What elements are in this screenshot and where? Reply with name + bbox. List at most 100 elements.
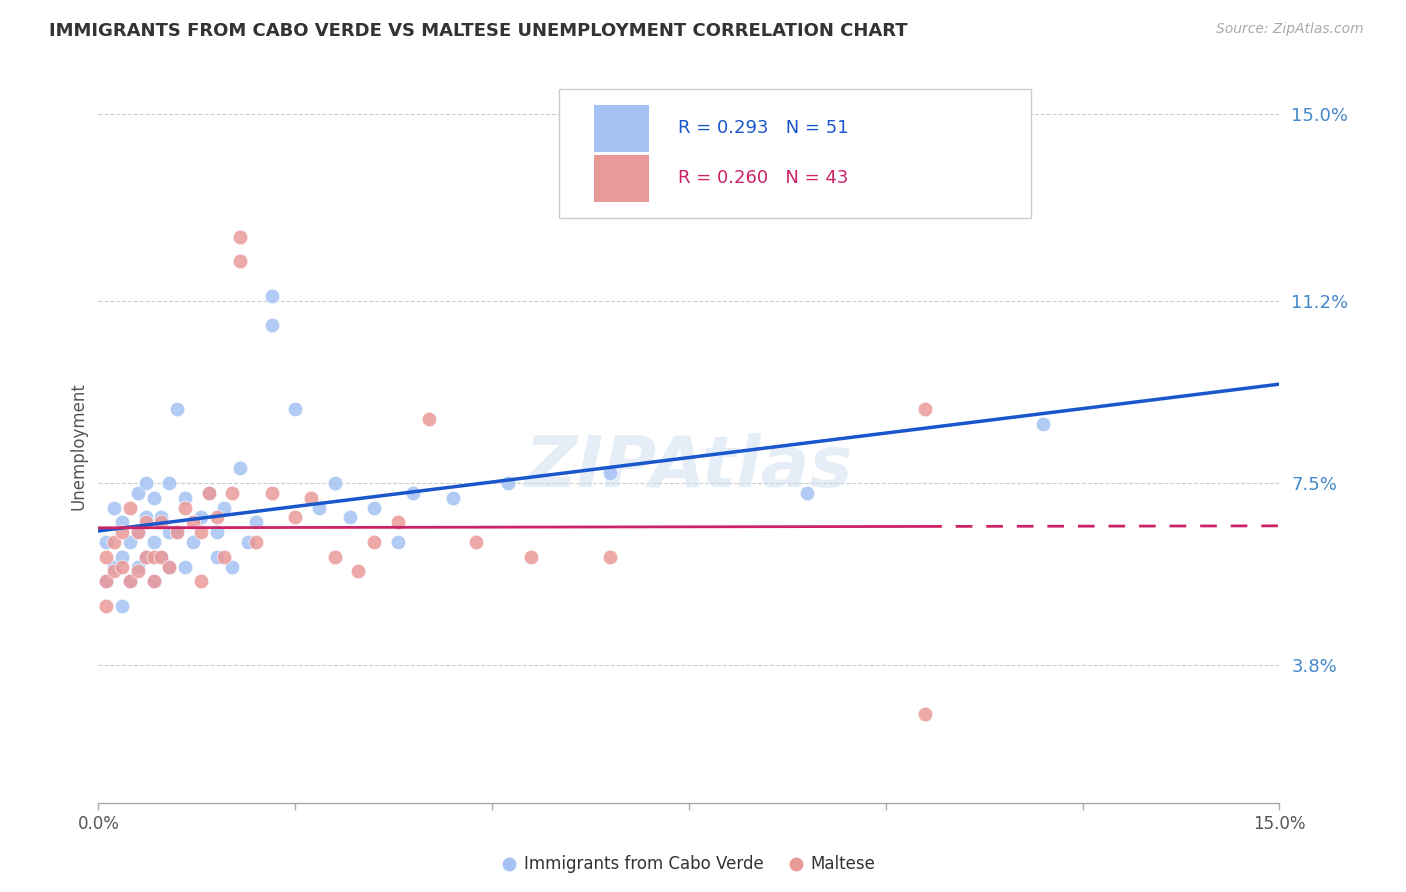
Point [205, 510, 228, 524]
Point [96, 549, 118, 564]
Point [127, 525, 149, 540]
Point [111, 599, 134, 613]
Point [142, 491, 165, 505]
Point [323, 549, 346, 564]
Text: R = 0.293   N = 51: R = 0.293 N = 51 [678, 120, 849, 137]
Point [260, 318, 283, 333]
Point [229, 254, 252, 268]
Point [197, 485, 219, 500]
Point [914, 707, 936, 722]
Point [96, 535, 118, 549]
Point [465, 535, 488, 549]
Point [157, 475, 180, 490]
Point [190, 574, 212, 589]
Point [347, 565, 370, 579]
Point [166, 525, 188, 540]
Point [96, 599, 118, 613]
Point [135, 510, 157, 524]
Text: IMMIGRANTS FROM CABO VERDE VS MALTESE UNEMPLOYMENT CORRELATION CHART: IMMIGRANTS FROM CABO VERDE VS MALTESE UN… [49, 22, 908, 40]
Point [150, 549, 173, 564]
Point [135, 549, 157, 564]
Point [418, 412, 440, 426]
Point [796, 485, 818, 500]
Point [127, 559, 149, 574]
Point [127, 485, 149, 500]
Point [181, 516, 204, 530]
Point [197, 485, 219, 500]
Point [166, 402, 188, 417]
Point [229, 230, 252, 244]
Point [174, 491, 197, 505]
Point [111, 516, 134, 530]
Point [103, 565, 125, 579]
Point [118, 535, 141, 549]
Point [599, 549, 621, 564]
Point [142, 549, 165, 564]
Point [174, 500, 197, 515]
Point [221, 559, 243, 574]
Point [157, 559, 180, 574]
Point [150, 516, 173, 530]
Point [127, 525, 149, 540]
Point [260, 485, 283, 500]
Point [111, 549, 134, 564]
Point [135, 549, 157, 564]
Point [221, 485, 243, 500]
Y-axis label: Unemployment: Unemployment [69, 382, 87, 510]
Point [402, 485, 425, 500]
Point [150, 510, 173, 524]
Point [1032, 417, 1054, 431]
Point [599, 466, 621, 480]
Point [127, 565, 149, 579]
Point [284, 510, 307, 524]
Legend: Immigrants from Cabo Verde, Maltese: Immigrants from Cabo Verde, Maltese [496, 849, 882, 880]
Point [496, 475, 519, 490]
Point [214, 549, 236, 564]
Point [157, 559, 180, 574]
FancyBboxPatch shape [560, 89, 1032, 218]
Point [441, 491, 464, 505]
Point [236, 535, 259, 549]
Point [387, 516, 409, 530]
Point [118, 574, 141, 589]
Point [299, 491, 322, 505]
Point [111, 559, 134, 574]
Point [118, 574, 141, 589]
Point [205, 525, 228, 540]
Point [103, 535, 125, 549]
Point [260, 289, 283, 303]
Point [214, 500, 236, 515]
Text: ZIPAtlas: ZIPAtlas [524, 433, 853, 502]
Point [284, 402, 307, 417]
Point [205, 549, 228, 564]
Point [111, 525, 134, 540]
Point [181, 535, 204, 549]
Point [914, 402, 936, 417]
Point [135, 516, 157, 530]
Point [135, 475, 157, 490]
Point [174, 559, 197, 574]
Point [520, 549, 543, 564]
FancyBboxPatch shape [595, 105, 648, 152]
Point [103, 500, 125, 515]
Point [142, 574, 165, 589]
Text: R = 0.260   N = 43: R = 0.260 N = 43 [678, 169, 849, 187]
Point [308, 500, 330, 515]
Text: Source: ZipAtlas.com: Source: ZipAtlas.com [1216, 22, 1364, 37]
Point [245, 516, 267, 530]
Point [150, 549, 173, 564]
Point [103, 559, 125, 574]
Point [363, 500, 385, 515]
Point [229, 461, 252, 475]
Point [323, 475, 346, 490]
FancyBboxPatch shape [595, 155, 648, 202]
Point [96, 574, 118, 589]
Point [190, 510, 212, 524]
Point [157, 525, 180, 540]
Point [166, 525, 188, 540]
Point [245, 535, 267, 549]
Point [96, 574, 118, 589]
Point [387, 535, 409, 549]
Point [142, 574, 165, 589]
Point [363, 535, 385, 549]
